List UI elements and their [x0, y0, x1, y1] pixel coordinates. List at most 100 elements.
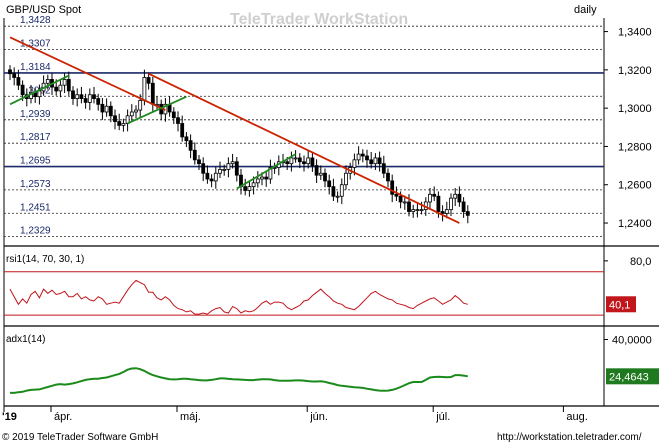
candle-body [457, 193, 462, 203]
time-axis-label: '19 [2, 411, 17, 423]
price-axis-label: 1,3000 [618, 103, 652, 115]
candle-body [192, 149, 197, 161]
candle-body [444, 209, 449, 214]
candle-body [92, 94, 96, 99]
candle-body [171, 111, 176, 119]
candle-body [104, 105, 109, 113]
candle-body [79, 94, 84, 99]
price-axis: 1,3400 1,3200 1,3000 1,2800 1,2600 1,2400 [604, 27, 652, 230]
candle-body [117, 121, 122, 126]
price-axis-label: 1,3200 [618, 65, 652, 77]
candle-body [150, 82, 155, 105]
level-label: 1,3184 [20, 62, 51, 73]
candle-body [306, 157, 311, 165]
candle-body [205, 172, 210, 180]
trendline-support-3 [236, 153, 297, 190]
candle-body [75, 94, 80, 99]
adx-last-value-badge [606, 368, 659, 385]
candle-body [180, 123, 185, 138]
candlestick-series [8, 65, 470, 224]
candle-body [62, 79, 67, 86]
candle-body [113, 115, 117, 122]
candle-body [297, 157, 302, 163]
candle-body [184, 136, 189, 142]
candle-body [134, 109, 138, 113]
candle-body [243, 186, 248, 191]
trendline-support-1 [9, 74, 70, 106]
price-level-grid [4, 25, 604, 238]
candle-body [218, 169, 222, 174]
rsi-last-value-badge [606, 296, 636, 313]
website-link[interactable]: http://workstation.teletrader.com/ [497, 432, 642, 443]
level-label: 1,2695 [20, 156, 51, 167]
candle-body [373, 157, 378, 165]
candle-body [302, 161, 306, 165]
candle-body [146, 77, 151, 84]
candle-body [247, 186, 252, 191]
interval-label: daily [574, 4, 597, 16]
candle-body [83, 98, 88, 103]
copyright-text: © 2019 TeleTrader Software GmbH [2, 432, 158, 443]
trendline-resistance-1 [9, 36, 166, 111]
candle-body [58, 84, 63, 92]
candle-body [377, 157, 382, 165]
candle-body [360, 153, 365, 157]
candle-body [352, 159, 357, 168]
candle-body [201, 163, 206, 174]
adx-axis-label: 40,0000 [612, 335, 652, 347]
candle-body [251, 182, 256, 188]
candle-body [440, 211, 445, 214]
trendline-support-2 [127, 95, 187, 125]
candle-body [230, 161, 235, 165]
time-axis-label: ápr. [54, 411, 72, 423]
candle-body [453, 193, 458, 199]
candle-body [323, 172, 327, 182]
rsi-panel: 80,0 40,1 [4, 256, 651, 316]
candle-body [327, 180, 332, 188]
candle-body [226, 163, 231, 170]
candle-body [213, 172, 218, 182]
candle-body [394, 193, 399, 197]
candle-body [461, 201, 466, 212]
candle-body [331, 186, 336, 197]
adx-title: adx1(14) [6, 334, 45, 345]
candle-body [264, 176, 269, 180]
trendline-resistance-2 [148, 72, 460, 224]
candle-body [20, 84, 25, 96]
candle-body [96, 98, 101, 105]
panel-frames [3, 18, 659, 407]
candle-body [121, 123, 126, 126]
candle-body [432, 193, 437, 197]
candle-body [45, 79, 50, 84]
time-axis-label: jún. [309, 411, 328, 423]
adx-last-value: 24,4643 [609, 371, 649, 383]
candle-body [386, 172, 390, 182]
candle-body [37, 90, 42, 98]
candle-body [222, 169, 227, 171]
candle-body [268, 167, 273, 180]
candle-body [176, 117, 180, 124]
candle-body [16, 77, 21, 86]
candle-body [436, 195, 441, 212]
candle-body [335, 195, 340, 198]
level-label: 1,3307 [20, 38, 51, 49]
price-axis-label: 1,2800 [618, 141, 652, 153]
candle-body [428, 193, 432, 203]
candle-body [209, 178, 214, 182]
price-axis-label: 1,3400 [618, 27, 652, 39]
candle-body [108, 105, 113, 117]
candle-body [255, 178, 260, 184]
rsi-last-value: 40,1 [609, 299, 630, 311]
candle-body [465, 211, 470, 216]
candle-body [12, 73, 17, 78]
time-axis: '19 ápr. máj. jún. júl. aug. [2, 406, 588, 423]
candle-body [8, 69, 12, 75]
level-label: 1,2451 [20, 202, 51, 213]
candle-body [197, 159, 201, 165]
adx-panel: 40,0000 24,4643 [10, 335, 659, 394]
level-label: 1,2817 [20, 132, 51, 143]
candle-body [289, 157, 294, 165]
rsi-title: rsi1(14, 70, 30, 1) [6, 254, 84, 265]
candle-body [402, 201, 407, 204]
